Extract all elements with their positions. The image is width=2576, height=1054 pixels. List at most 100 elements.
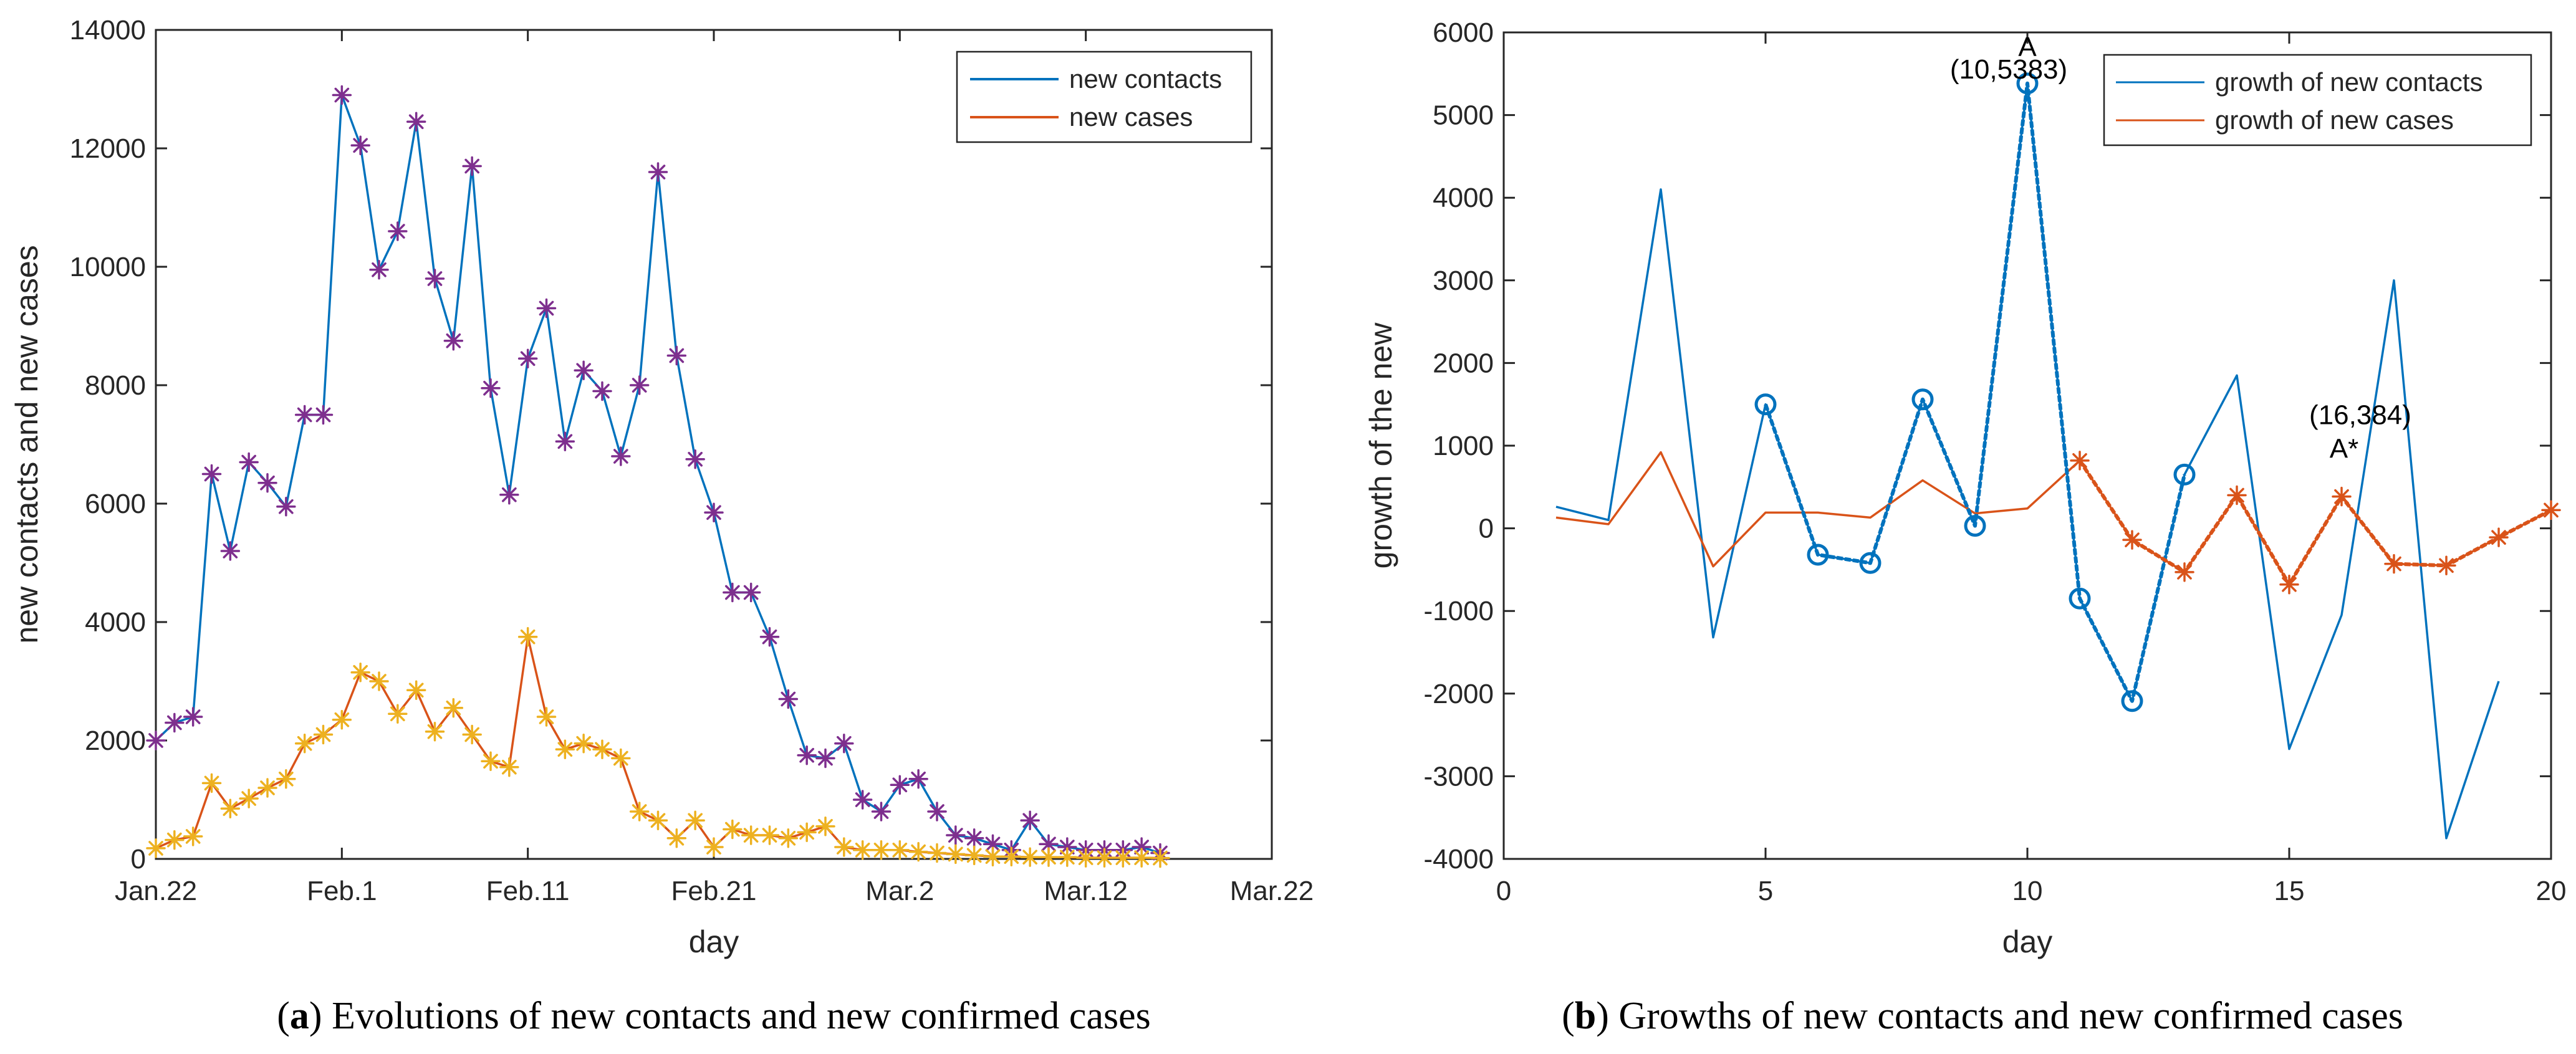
chart-b-xlabel: day xyxy=(2002,924,2053,959)
chart-b-legend-label-cases: growth of new cases xyxy=(2215,105,2454,135)
point-new-contacts xyxy=(611,446,631,466)
point-new-contacts xyxy=(183,707,203,727)
point-new-contacts xyxy=(517,348,538,368)
point-growth-cases-star xyxy=(2175,562,2194,582)
chart-a-xtick-label: Feb.1 xyxy=(307,876,377,906)
point-new-contacts xyxy=(220,541,241,561)
point-growth-cases-star xyxy=(2436,555,2456,576)
point-new-cases xyxy=(629,802,650,822)
chart-b-y-tick-labels: -4000 -3000 -2000 -1000 0 1000 2000 3000 4000 500… xyxy=(1423,17,1494,874)
point-new-cases xyxy=(146,838,166,858)
point-new-cases xyxy=(1001,846,1022,866)
point-new-cases xyxy=(611,748,631,769)
point-new-cases xyxy=(257,778,277,798)
chart-b-legend-label-contacts: growth of new contacts xyxy=(2215,67,2483,97)
point-new-contacts xyxy=(741,582,761,603)
point-new-contacts xyxy=(1057,837,1077,857)
point-new-cases xyxy=(276,769,296,789)
chart-a-xtick-label: Jan.22 xyxy=(115,876,197,906)
point-new-contacts xyxy=(257,473,277,493)
chart-b-ytick-label: 0 xyxy=(1479,514,1494,544)
point-new-contacts xyxy=(890,775,910,795)
point-growth-contacts-circle xyxy=(2121,690,2143,712)
point-new-contacts xyxy=(239,452,259,472)
point-growth-cases-star xyxy=(2279,575,2299,595)
chart-b-ytick-label: 3000 xyxy=(1433,266,1494,296)
point-new-contacts xyxy=(388,221,408,241)
caption-b-text: Growths of new contacts and new confirme… xyxy=(1618,995,2403,1037)
point-new-cases xyxy=(462,724,482,745)
chart-b-ylabel: growth of the new xyxy=(1363,322,1398,569)
chart-b-xtick-label: 10 xyxy=(2012,876,2043,906)
point-growth-cases-star xyxy=(2227,485,2247,505)
point-new-cases xyxy=(517,627,538,647)
caption-b-letter: b xyxy=(1575,995,1596,1037)
point-new-contacts xyxy=(555,431,575,451)
chart-b-ytick-label: 1000 xyxy=(1433,431,1494,461)
caption-b-close-paren: ) xyxy=(1596,995,1618,1037)
point-new-cases xyxy=(741,825,761,845)
point-new-contacts xyxy=(443,331,464,351)
point-new-cases xyxy=(425,722,445,742)
chart-b-ytick-label: 4000 xyxy=(1433,183,1494,213)
chart-a-series xyxy=(146,85,1170,868)
point-growth-cases-star xyxy=(2122,530,2142,550)
point-new-contacts xyxy=(852,790,873,810)
chart-a: 0 2000 4000 6000 8000 10000 12000 14000 Jan.22 F… xyxy=(9,15,1314,959)
point-new-contacts xyxy=(592,381,612,401)
point-new-cases xyxy=(350,663,370,683)
chart-a-xtick-label: Mar.2 xyxy=(865,876,934,906)
point-new-cases xyxy=(499,757,519,777)
point-new-cases xyxy=(685,810,705,830)
chart-a-legend-label-cases: new cases xyxy=(1069,102,1193,132)
point-new-contacts xyxy=(648,162,668,182)
point-new-contacts xyxy=(778,689,799,709)
chart-a-x-tick-labels: Jan.22 Feb.1 Feb.11 Feb.21 Mar.2 Mar.12 Mar.22 xyxy=(115,876,1314,906)
chart-a-xtick-label: Mar.12 xyxy=(1044,876,1128,906)
point-growth-contacts-circle xyxy=(1964,515,1986,537)
point-new-cases xyxy=(239,788,259,808)
chart-b-xtick-label: 5 xyxy=(1758,876,1773,906)
annotation-a-star-label: A* xyxy=(2330,434,2358,464)
point-new-contacts xyxy=(1039,834,1059,854)
point-new-cases xyxy=(481,751,501,771)
caption-b: (b) Growths of new contacts and new conf… xyxy=(1562,995,2403,1037)
chart-a-xlabel: day xyxy=(689,924,739,959)
point-new-contacts xyxy=(499,485,519,505)
point-new-contacts xyxy=(871,802,892,822)
point-new-cases xyxy=(1150,848,1170,868)
chart-a-xtick-label: Feb.11 xyxy=(486,876,570,906)
point-new-cases xyxy=(759,825,780,845)
point-growth-cases-star xyxy=(2541,500,2561,520)
point-new-cases xyxy=(165,830,185,850)
point-new-contacts xyxy=(834,734,854,754)
point-growth-cases-star xyxy=(2489,527,2509,547)
point-new-cases xyxy=(536,707,557,727)
point-new-contacts xyxy=(146,731,166,750)
point-new-cases xyxy=(592,739,612,759)
caption-a: (a) Evolutions of new contacts and new c… xyxy=(277,995,1150,1037)
point-new-cases xyxy=(852,840,873,860)
point-new-cases xyxy=(815,817,835,836)
chart-a-ytick-label: 2000 xyxy=(85,726,146,756)
point-new-cases xyxy=(946,844,966,865)
point-growth-cases-star xyxy=(2332,486,2352,507)
point-new-contacts xyxy=(481,378,501,398)
point-new-cases xyxy=(964,845,984,866)
point-new-contacts xyxy=(685,449,705,469)
point-new-cases xyxy=(797,822,817,842)
chart-a-y-tick-labels: 0 2000 4000 6000 8000 10000 12000 14000 xyxy=(70,15,146,874)
highlight-line-contacts xyxy=(1764,81,2186,703)
point-growth-contacts-circle xyxy=(1911,388,1934,411)
point-new-cases xyxy=(890,840,910,860)
point-new-cases xyxy=(406,680,426,700)
chart-a-ytick-label: 8000 xyxy=(85,370,146,401)
point-new-contacts xyxy=(332,85,352,105)
point-new-contacts xyxy=(294,405,315,425)
point-new-contacts xyxy=(983,834,1003,854)
point-growth-cases-star xyxy=(2384,553,2404,574)
point-new-cases xyxy=(704,837,724,857)
point-new-contacts xyxy=(1132,837,1151,857)
point-new-contacts xyxy=(704,502,724,522)
